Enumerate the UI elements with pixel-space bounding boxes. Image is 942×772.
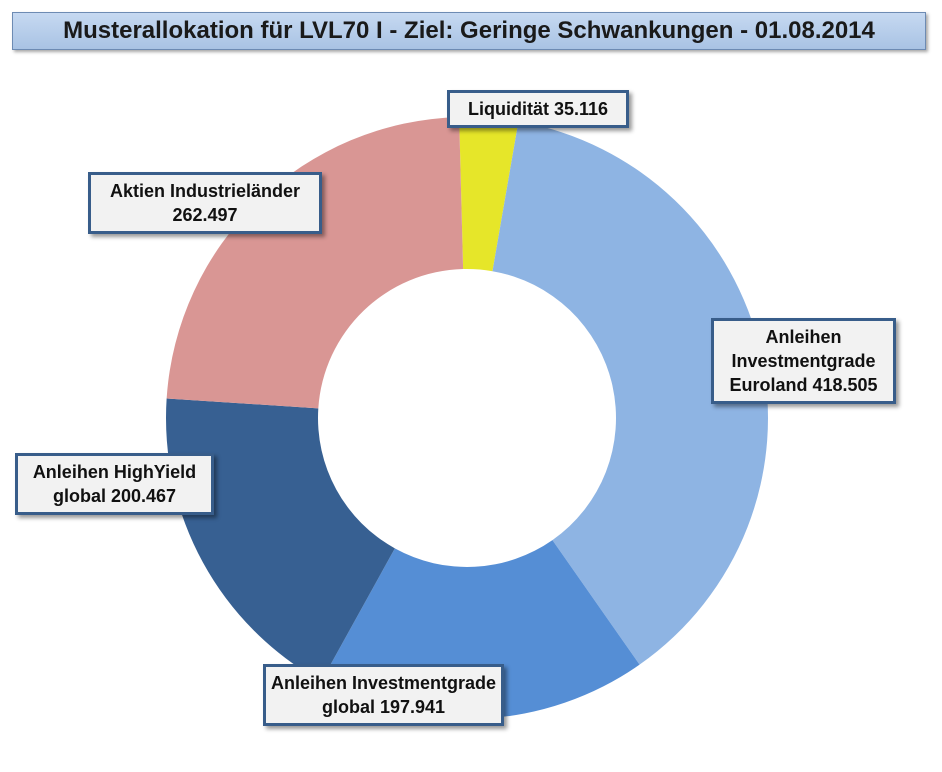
label-value: 197.941 [379, 697, 446, 717]
label-value: 418.505 [812, 375, 878, 395]
data-label: Anleihen HighYield global 200.467 [15, 453, 214, 515]
label-name: Anleihen Investmentgrade Euroland [729, 327, 876, 395]
data-label: Liquidität 35.116 [447, 90, 629, 128]
donut-slice [492, 121, 768, 665]
label-value: 262.497 [172, 205, 238, 225]
data-label: Aktien Industrieländer 262.497 [88, 172, 322, 234]
data-label: Anleihen Investmentgrade Euroland 418.50… [711, 318, 896, 404]
donut-slice [166, 398, 395, 682]
label-name: Liquidität [467, 99, 549, 119]
label-name: Anleihen HighYield global [32, 462, 197, 506]
donut-slice [166, 117, 464, 409]
label-name: Anleihen Investmentgrade global [270, 673, 497, 717]
label-name: Aktien Industrieländer [109, 181, 301, 201]
label-value: 200.467 [110, 486, 177, 506]
chart-title: Musterallokation für LVL70 I - Ziel: Ger… [12, 12, 926, 50]
data-label: Anleihen Investmentgrade global 197.941 [263, 664, 504, 726]
donut-slice [459, 116, 519, 272]
label-value: 35.116 [553, 99, 609, 119]
